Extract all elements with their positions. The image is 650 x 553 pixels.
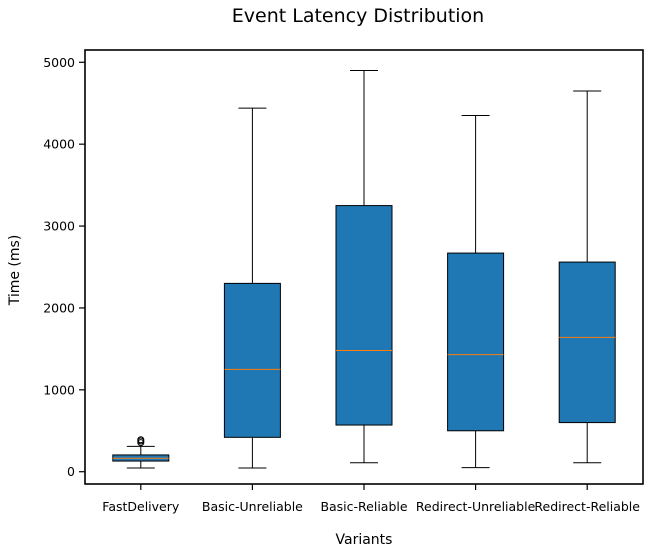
chart-title: Event Latency Distribution	[232, 5, 484, 27]
box	[447, 252, 505, 432]
x-tick-label: Basic-Reliable	[320, 499, 407, 514]
box	[335, 205, 393, 426]
y-tick-label: 4000	[43, 137, 75, 152]
plot-area: 0 1000 2000 3000 4000 5000 FastDelivery Basic-U…	[43, 55, 640, 514]
y-axis-label: Time (ms)	[7, 235, 23, 307]
y-tick-label: 0	[67, 464, 75, 479]
x-axis-label: Variants	[336, 532, 393, 548]
x-tick-label: FastDelivery	[102, 499, 180, 514]
plot-frame	[84, 49, 644, 485]
y-tick-label: 5000	[43, 55, 75, 70]
x-tick-label: Redirect-Unreliable	[416, 499, 536, 514]
y-tick-label: 2000	[43, 300, 75, 315]
box	[558, 261, 616, 424]
x-tick-label: Redirect-Reliable	[534, 499, 640, 514]
outlier-point	[137, 436, 145, 444]
y-tick-label: 1000	[43, 382, 75, 397]
x-tick-label: Basic-Unreliable	[202, 499, 303, 514]
y-tick-label: 3000	[43, 219, 75, 234]
box	[223, 282, 281, 438]
